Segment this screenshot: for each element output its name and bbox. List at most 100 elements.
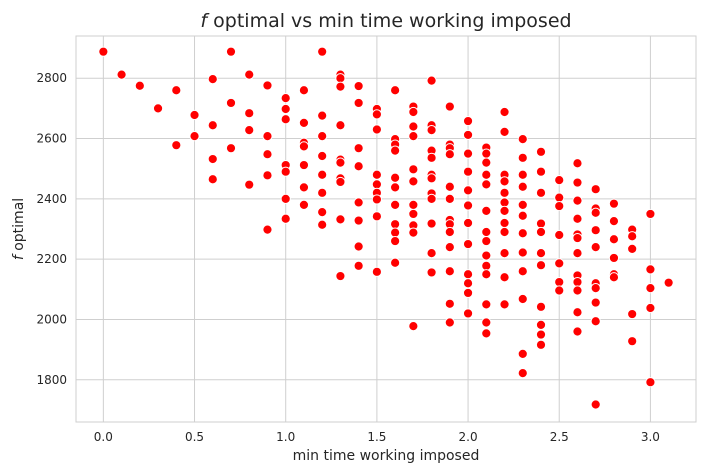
- data-point: [608, 198, 620, 209]
- data-point: [353, 197, 364, 208]
- data-point: [608, 234, 620, 245]
- data-point: [353, 241, 364, 252]
- data-point: [627, 231, 638, 242]
- data-point: [390, 235, 401, 247]
- data-point: [663, 277, 674, 288]
- data-point: [335, 157, 346, 168]
- data-point: [517, 293, 528, 305]
- data-point: [317, 46, 328, 57]
- y-tick-label: 2800: [36, 71, 67, 85]
- data-point: [481, 169, 492, 180]
- x-axis-label: min time working imposed: [293, 448, 480, 464]
- data-point: [207, 74, 218, 85]
- data-point: [353, 97, 364, 109]
- data-point: [481, 250, 492, 261]
- data-point: [517, 368, 528, 379]
- data-point: [481, 317, 492, 328]
- data-point: [481, 235, 492, 247]
- data-point: [481, 179, 492, 190]
- data-point: [645, 208, 656, 220]
- data-point: [572, 285, 583, 296]
- data-point: [280, 93, 291, 104]
- data-point: [371, 109, 382, 120]
- data-point: [444, 298, 455, 309]
- data-point: [98, 46, 109, 57]
- x-tick-label: 1.5: [367, 430, 386, 444]
- data-point: [444, 193, 455, 204]
- data-point: [244, 69, 255, 80]
- data-point: [517, 199, 528, 210]
- data-point: [535, 218, 547, 229]
- chart-title-rest: optimal vs min time working imposed: [207, 10, 571, 32]
- data-point: [298, 159, 310, 171]
- data-point: [298, 85, 310, 96]
- data-point: [590, 316, 601, 327]
- data-point: [462, 287, 474, 299]
- data-point: [134, 80, 145, 91]
- x-tick-label: 2.0: [459, 430, 478, 444]
- data-point: [280, 114, 291, 125]
- data-point: [499, 226, 510, 238]
- data-point: [390, 257, 401, 268]
- data-point: [371, 124, 382, 135]
- data-point: [371, 211, 382, 222]
- data-point: [590, 283, 601, 294]
- data-point: [535, 329, 547, 340]
- data-point: [572, 248, 583, 259]
- data-point: [335, 81, 346, 92]
- data-point: [426, 193, 437, 204]
- data-point: [554, 192, 565, 203]
- data-point: [262, 131, 273, 142]
- x-tick-labels: 0.0 0.5 1.0 1.5 2.0 2.5 3.0: [94, 430, 660, 444]
- data-point: [645, 302, 656, 314]
- data-point: [225, 143, 237, 154]
- data-point: [627, 243, 638, 255]
- data-point: [590, 297, 601, 308]
- data-point: [572, 276, 583, 288]
- data-point: [517, 152, 528, 163]
- data-point: [408, 321, 419, 332]
- data-point: [608, 252, 620, 264]
- data-point: [608, 216, 620, 227]
- data-point: [335, 214, 346, 225]
- data-point: [317, 187, 328, 198]
- data-point: [390, 85, 401, 96]
- data-point: [444, 149, 455, 160]
- data-point: [317, 110, 328, 121]
- data-point: [499, 126, 510, 137]
- data-point: [280, 103, 291, 115]
- data-point: [353, 80, 364, 92]
- y-tick-label: 2600: [36, 132, 67, 146]
- chart-title-italic: f: [200, 10, 210, 32]
- data-point: [535, 187, 547, 198]
- data-point: [517, 348, 528, 359]
- data-point: [207, 153, 218, 165]
- data-point: [572, 158, 583, 169]
- data-point: [444, 226, 455, 238]
- data-point: [390, 172, 401, 183]
- data-point: [317, 150, 328, 162]
- data-point: [499, 217, 510, 229]
- data-point: [535, 146, 547, 157]
- data-point: [152, 103, 164, 114]
- data-point: [481, 205, 492, 217]
- data-point: [499, 106, 510, 118]
- data-point: [572, 177, 583, 188]
- data-point: [371, 179, 382, 190]
- data-point: [353, 260, 364, 271]
- data-point: [554, 258, 565, 269]
- data-point: [462, 115, 474, 127]
- data-point: [353, 215, 364, 226]
- data-point: [444, 181, 455, 192]
- data-point: [517, 266, 528, 277]
- data-point: [426, 248, 437, 259]
- data-point: [408, 208, 419, 220]
- data-point: [280, 166, 291, 177]
- x-gridlines: [102, 36, 651, 422]
- data-point: [535, 226, 547, 238]
- data-point: [462, 308, 474, 319]
- data-point: [462, 129, 474, 141]
- data-point: [481, 299, 492, 310]
- data-point: [444, 266, 455, 277]
- data-point: [426, 173, 437, 184]
